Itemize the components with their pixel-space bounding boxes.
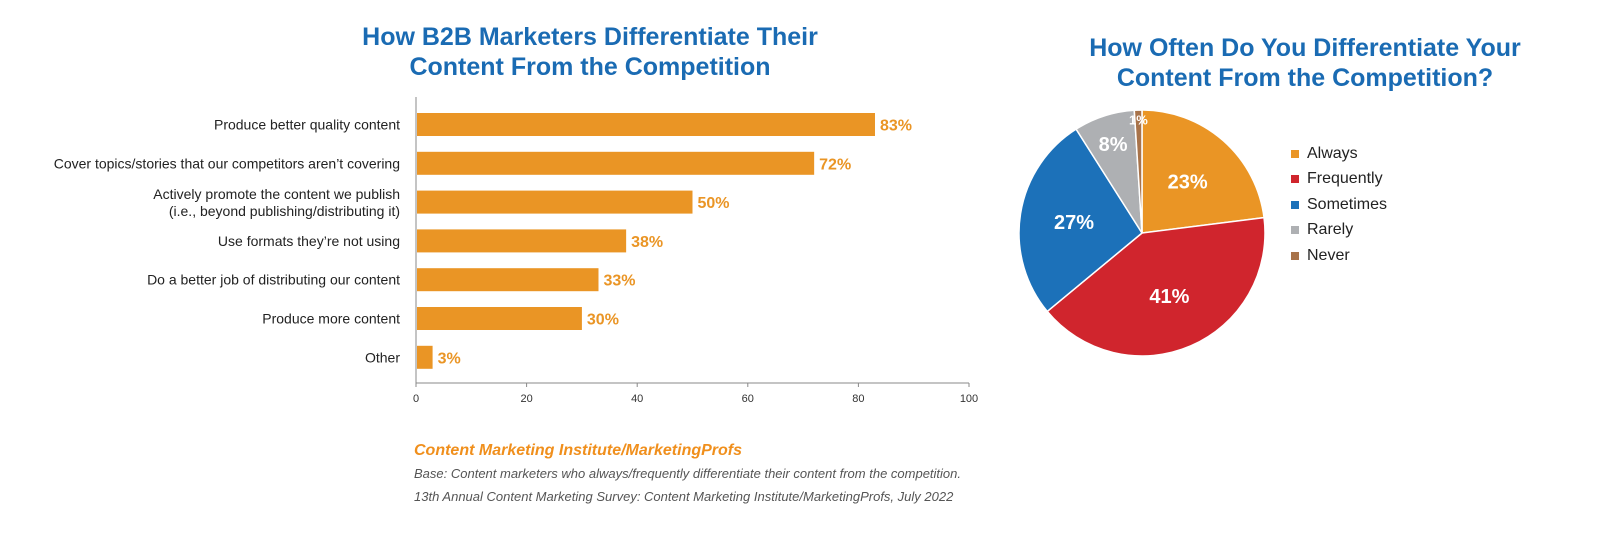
x-tick-label: 40 (631, 393, 643, 405)
source-base: Base: Content marketers who always/frequ… (414, 466, 961, 481)
bar-value-label: 83% (880, 118, 912, 135)
source-block: Content Marketing Institute/MarketingPro… (414, 440, 961, 508)
legend-swatch (1291, 175, 1299, 184)
bar-title-line: How B2B Marketers Differentiate Their (362, 23, 818, 51)
pie-value-label: 1% (1129, 112, 1148, 127)
category-label: Actively promote the content we publish (153, 186, 400, 202)
bar (417, 113, 875, 136)
pie-value-label: 23% (1168, 171, 1208, 193)
category-label: Other (365, 349, 400, 365)
bar (417, 151, 815, 175)
pie-slice (1133, 109, 1143, 234)
bar-value-label: 33% (603, 273, 635, 290)
bar-value-label: 3% (438, 350, 461, 367)
bar-value-label: 38% (631, 234, 663, 251)
legend-swatch (1291, 251, 1299, 260)
legend-item: Rarely (1291, 218, 1387, 244)
x-tick-label: 100 (960, 393, 978, 405)
legend-label: Rarely (1307, 221, 1354, 239)
legend-swatch (1291, 200, 1299, 209)
bar-title-line: Content From the Competition (409, 53, 771, 81)
legend-swatch (1291, 149, 1299, 158)
source-survey: 13th Annual Content Marketing Survey: Co… (414, 489, 954, 504)
bar-value-label: 72% (819, 156, 851, 173)
pie-legend: Always Frequently Sometimes Rarely Never (1291, 141, 1387, 269)
pie-slice (1046, 216, 1266, 357)
legend-label: Always (1307, 144, 1358, 162)
legend-item: Frequently (1291, 167, 1387, 193)
pie-value-label: 8% (1099, 134, 1128, 156)
bar (417, 190, 693, 214)
pie-slice (1141, 109, 1265, 234)
legend-item: Never (1291, 243, 1387, 269)
legend-label: Sometimes (1307, 195, 1388, 213)
legend-item: Always (1291, 141, 1387, 167)
bar-chart: 0 20 40 60 80 100 83% Produce better quality co… (54, 97, 978, 405)
pie-value-label: 27% (1054, 212, 1094, 234)
x-tick-label: 80 (852, 393, 864, 405)
pie-slice (1018, 128, 1143, 313)
bar (417, 345, 433, 369)
legend-item: Sometimes (1291, 192, 1387, 218)
pie-chart-title: How Often Do You Differentiate Your Cont… (1020, 33, 1590, 93)
bar-value-label: 30% (587, 312, 619, 329)
bar-chart-title: How B2B Marketers Differentiate Their Co… (280, 22, 900, 82)
category-label: Use formats they’re not using (218, 233, 400, 249)
bar (417, 307, 582, 330)
legend-swatch (1291, 226, 1299, 235)
pie-value-label: 41% (1149, 286, 1189, 308)
category-label: Do a better job of distributing our cont… (147, 272, 400, 288)
category-label: (i.e., beyond publishing/distributing it… (169, 203, 400, 219)
pie-chart: 23% 41% 27% 8%1% (1018, 109, 1266, 357)
pie-title-line: Content From the Competition? (1116, 64, 1494, 92)
bar (417, 229, 627, 253)
category-label: Produce better quality content (214, 117, 400, 133)
x-tick-label: 60 (742, 393, 754, 405)
x-tick-label: 0 (413, 393, 419, 405)
pie-title-line: How Often Do You Differentiate Your (1089, 34, 1521, 62)
bar (417, 268, 599, 292)
bar-value-label: 50% (698, 195, 730, 212)
source-org: Content Marketing Institute/MarketingPro… (414, 442, 743, 459)
x-tick-label: 20 (520, 393, 532, 405)
category-label: Produce more content (262, 311, 400, 327)
legend-label: Frequently (1307, 170, 1383, 188)
legend-label: Never (1307, 246, 1350, 264)
category-label: Cover topics/stories that our competitor… (54, 155, 400, 171)
